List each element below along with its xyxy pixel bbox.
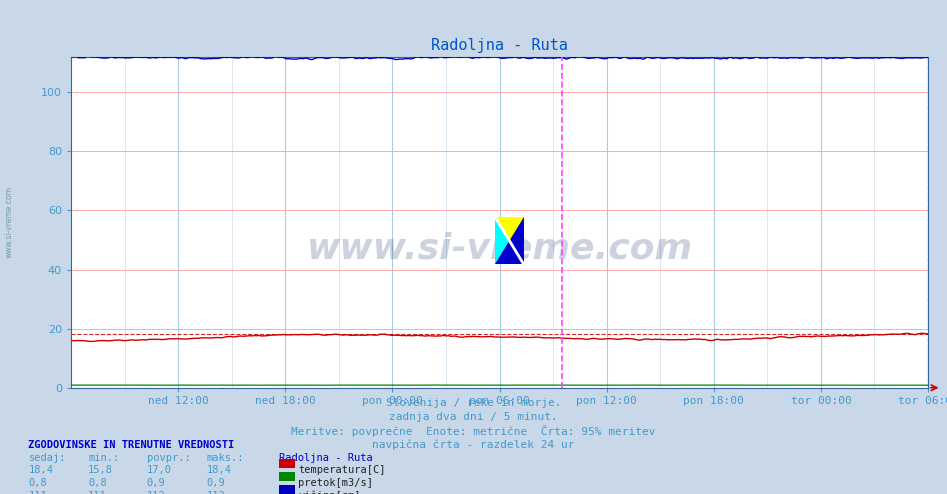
Text: sedaj:: sedaj:	[28, 453, 66, 462]
Text: maks.:: maks.:	[206, 453, 244, 462]
Text: 0,9: 0,9	[206, 478, 225, 488]
Text: 111: 111	[88, 491, 107, 494]
Text: višina[cm]: višina[cm]	[298, 491, 361, 494]
Text: navpična črta - razdelek 24 ur: navpična črta - razdelek 24 ur	[372, 439, 575, 450]
Text: 18,4: 18,4	[28, 465, 53, 475]
Text: 15,8: 15,8	[88, 465, 113, 475]
Title: Radoljna - Ruta: Radoljna - Ruta	[431, 38, 568, 53]
Text: pretok[m3/s]: pretok[m3/s]	[298, 478, 373, 488]
Text: Radoljna - Ruta: Radoljna - Ruta	[279, 453, 373, 462]
Text: Meritve: povprečne  Enote: metrične  Črta: 95% meritev: Meritve: povprečne Enote: metrične Črta:…	[292, 425, 655, 437]
Text: www.si-vreme.com: www.si-vreme.com	[307, 232, 692, 266]
Text: www.si-vreme.com: www.si-vreme.com	[5, 186, 14, 258]
Polygon shape	[495, 217, 524, 264]
Text: 0,8: 0,8	[88, 478, 107, 488]
Text: 111: 111	[28, 491, 47, 494]
Text: 0,8: 0,8	[28, 478, 47, 488]
Polygon shape	[495, 217, 524, 264]
Text: min.:: min.:	[88, 453, 119, 462]
Text: 17,0: 17,0	[147, 465, 171, 475]
Text: povpr.:: povpr.:	[147, 453, 190, 462]
Text: zadnja dva dni / 5 minut.: zadnja dva dni / 5 minut.	[389, 412, 558, 421]
Text: 112: 112	[206, 491, 225, 494]
Text: Slovenija / reke in morje.: Slovenija / reke in morje.	[385, 398, 562, 408]
Text: 112: 112	[147, 491, 166, 494]
Text: ZGODOVINSKE IN TRENUTNE VREDNOSTI: ZGODOVINSKE IN TRENUTNE VREDNOSTI	[28, 440, 235, 450]
Text: 18,4: 18,4	[206, 465, 231, 475]
Text: temperatura[C]: temperatura[C]	[298, 465, 385, 475]
Text: 0,9: 0,9	[147, 478, 166, 488]
Polygon shape	[495, 217, 524, 264]
